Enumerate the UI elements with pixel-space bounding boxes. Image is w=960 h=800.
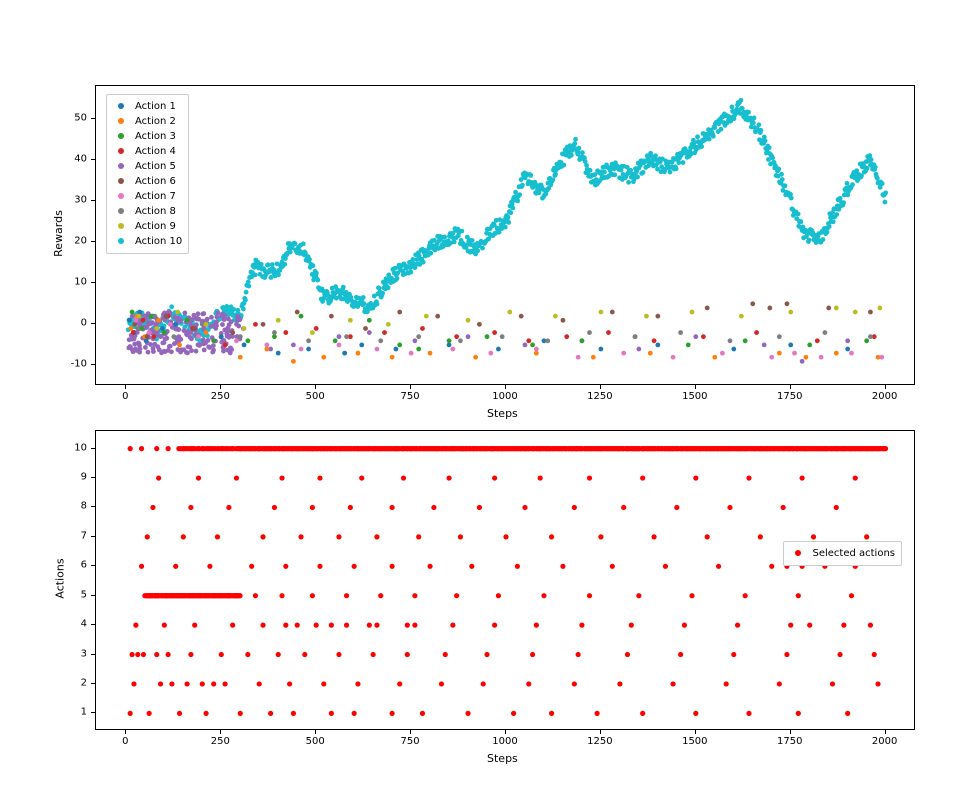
legend-item: Action 9: [113, 219, 182, 234]
legend-item: Action 5: [113, 159, 182, 174]
ytick-label: -10: [71, 359, 87, 370]
rewards-xlabel: Steps: [487, 407, 518, 420]
legend-label: Action 5: [135, 161, 176, 172]
ytick-label: 10: [74, 442, 87, 453]
ytick-label: 40: [74, 153, 87, 164]
actions-xlabel: Steps: [487, 752, 518, 765]
xtick-label: 1750: [777, 391, 802, 402]
legend-label: Action 4: [135, 146, 176, 157]
legend-item: Action 1: [113, 99, 182, 114]
ytick-label: 7: [81, 530, 87, 541]
ytick-label: 6: [81, 560, 87, 571]
xtick-label: 1250: [587, 391, 612, 402]
xtick-label: 500: [306, 391, 325, 402]
ytick-label: 0: [81, 318, 87, 329]
ytick-label: 3: [81, 648, 87, 659]
ytick-label: 10: [74, 277, 87, 288]
rewards-ylabel: Rewards: [52, 210, 65, 257]
legend-label: Action 2: [135, 116, 176, 127]
xtick-label: 500: [306, 736, 325, 747]
legend-item: Selected actions: [790, 546, 895, 561]
ytick-label: 8: [81, 501, 87, 512]
xtick-label: 1500: [682, 736, 707, 747]
legend-label: Selected actions: [812, 548, 895, 559]
ytick-label: 5: [81, 589, 87, 600]
legend-item: Action 3: [113, 129, 182, 144]
xtick-label: 0: [122, 391, 128, 402]
ytick-label: 50: [74, 112, 87, 123]
legend-item: Action 10: [113, 234, 182, 249]
ytick-label: 9: [81, 472, 87, 483]
xtick-label: 2000: [872, 391, 897, 402]
legend-label: Action 1: [135, 101, 176, 112]
legend-item: Action 2: [113, 114, 182, 129]
xtick-label: 2000: [872, 736, 897, 747]
legend-item: Action 7: [113, 189, 182, 204]
xtick-label: 1500: [682, 391, 707, 402]
ytick-label: 30: [74, 195, 87, 206]
legend-label: Action 3: [135, 131, 176, 142]
legend-item: Action 4: [113, 144, 182, 159]
ytick-label: 1: [81, 707, 87, 718]
legend-label: Action 6: [135, 176, 176, 187]
xtick-label: 0: [122, 736, 128, 747]
legend-label: Action 8: [135, 206, 176, 217]
ytick-label: 20: [74, 236, 87, 247]
xtick-label: 750: [401, 736, 420, 747]
actions-plot: Selected actions: [95, 430, 915, 730]
xtick-label: 1250: [587, 736, 612, 747]
xtick-label: 1000: [492, 736, 517, 747]
xtick-label: 1750: [777, 736, 802, 747]
legend-item: Action 8: [113, 204, 182, 219]
rewards-legend: Action 1 Action 2 Action 3 Action 4 Action 5…: [106, 94, 189, 254]
xtick-label: 1000: [492, 391, 517, 402]
xtick-label: 250: [211, 391, 230, 402]
actions-scatter-svg: [96, 431, 916, 731]
legend-label: Action 10: [135, 236, 182, 247]
legend-item: Action 6: [113, 174, 182, 189]
ytick-label: 4: [81, 619, 87, 630]
actions-legend: Selected actions: [783, 541, 902, 566]
rewards-plot: Action 1 Action 2 Action 3 Action 4 Action 5…: [95, 85, 915, 385]
ytick-label: 2: [81, 677, 87, 688]
legend-label: Action 9: [135, 221, 176, 232]
xtick-label: 750: [401, 391, 420, 402]
rewards-scatter-svg: [96, 86, 916, 386]
figure-container: Action 1 Action 2 Action 3 Action 4 Action 5…: [0, 0, 960, 800]
legend-label: Action 7: [135, 191, 176, 202]
xtick-label: 250: [211, 736, 230, 747]
actions-ylabel: Actions: [54, 558, 67, 598]
